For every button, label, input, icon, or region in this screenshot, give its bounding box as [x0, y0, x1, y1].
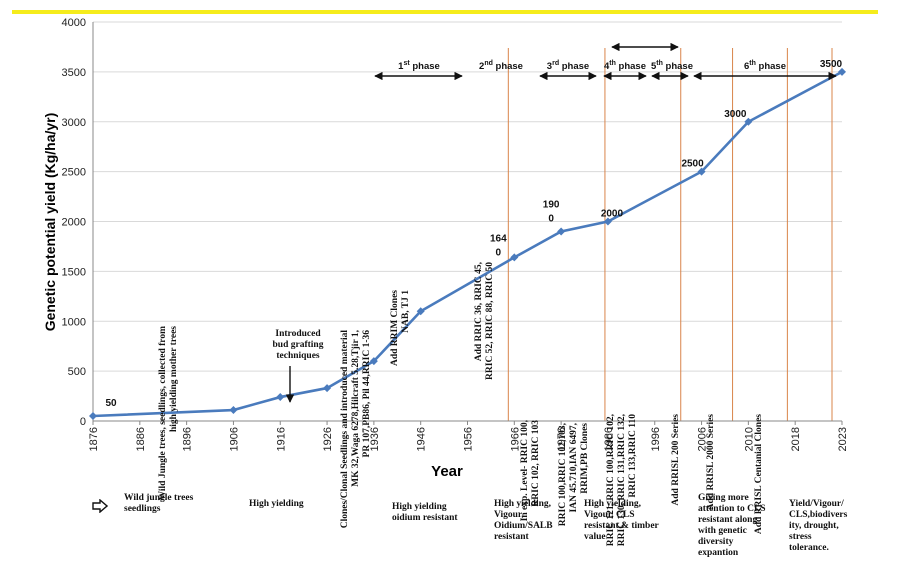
data-point-1926 — [323, 384, 332, 393]
annotation-clones-2: PR 107,PB86, Pil 44,RRIC 1-36 — [362, 330, 372, 458]
x-tick-2018: 2018 — [790, 427, 802, 451]
y-tick-2500: 2500 — [62, 167, 86, 179]
data-point-2010 — [744, 117, 753, 126]
data-label-1976: 190 0 — [543, 199, 560, 224]
phase-label-6: 6th phase — [744, 60, 786, 72]
y-tick-4000: 4000 — [62, 17, 86, 29]
y-tick-0: 0 — [80, 416, 86, 428]
data-label-1876: 50 — [105, 398, 117, 409]
phase-label-2: 2nd phase — [479, 60, 523, 72]
phase-divider-lines — [507, 48, 833, 421]
bottom-note-6: Giving more attention to CLS resistant alo… — [698, 493, 766, 558]
annotation-rrim-0: Add RRIM Clones — [390, 290, 400, 366]
annotation-wild-1: high yielding mother trees — [169, 326, 179, 432]
x-tick-2023: 2023 — [837, 427, 849, 451]
x-tick-1986: 1986 — [603, 427, 615, 451]
annotation-budgraft-1: bud grafting — [273, 340, 324, 350]
x-tick-1946: 1946 — [416, 427, 428, 451]
y-axis-title: Genetic potential yield (Kg/ha/yr) — [42, 113, 58, 332]
annotation-rrisl2000-0: Add RRISL 2000 Series — [706, 414, 716, 511]
y-tick-1000: 1000 — [62, 316, 86, 328]
x-tick-1996: 1996 — [650, 427, 662, 451]
bottom-note-3: High yielding oidium resistant — [392, 502, 458, 523]
x-tick-1886: 1886 — [135, 427, 147, 451]
top-highlight-line — [12, 10, 878, 14]
data-point-1916 — [276, 393, 285, 402]
annotation-rric36-1: RRIC 52, RRIC 88, RRIC 50 — [485, 262, 495, 380]
annotation-centanial-0: Add RRISL Centanial Clones — [754, 414, 764, 534]
gridlines — [93, 21, 842, 372]
data-point-2023 — [838, 67, 846, 76]
y-tick-3500: 3500 — [62, 67, 86, 79]
bottom-note-1: Wild jungle trees seedlings — [124, 493, 194, 514]
y-tick-labels: 0 500 1000 1500 2000 2500 3000 3500 4000 — [62, 17, 86, 428]
series-polyline — [92, 70, 843, 418]
x-tick-1876: 1876 — [88, 427, 100, 451]
x-tick-1896: 1896 — [182, 427, 194, 451]
annotation-inexp-1: RRIC 102, RRIC 103 — [531, 420, 541, 507]
x-tick-1956: 1956 — [463, 427, 475, 451]
y-tick-500: 500 — [68, 366, 86, 378]
data-label-1966: 164 0 — [490, 233, 507, 258]
annotation-wild-0: Wild Jungle trees, seedlings, collected … — [158, 326, 168, 501]
annotation-clones-1: MK 32,Waga 6278,Hilcraft 5.28,Tjir 1, — [351, 329, 361, 486]
annotation-rric100-0: RRIC 100,RRIC 102,103, — [558, 422, 568, 526]
annotation-rric100-2: RRIM,PB Clones — [580, 423, 590, 494]
annotation-budgraft-0: Introduced — [275, 329, 321, 339]
data-point-1876 — [89, 412, 97, 421]
data-point-2006 — [697, 167, 706, 176]
series-line — [89, 67, 846, 421]
x-tick-1906: 1906 — [228, 427, 240, 451]
annotation-clones-0: Clones/Clonal Seedlings and introduced m… — [340, 330, 350, 529]
annotation-inexp-0: In exp. Level- RRIC 100, — [520, 419, 530, 521]
data-point-1936 — [369, 357, 378, 366]
x-tick-1966: 1966 — [509, 427, 521, 451]
axes — [92, 22, 843, 425]
x-tick-2006: 2006 — [697, 427, 709, 451]
data-labels: 50 164 0 190 0 2000 2500 3000 3500 — [105, 59, 842, 409]
x-tick-1976: 1976 — [556, 427, 568, 451]
data-point-1976 — [557, 227, 566, 236]
data-label-2010: 3000 — [724, 109, 747, 120]
annotation-rrisl200-0: Add RRISL 200 Series — [671, 414, 681, 506]
annotation-rric121-2: RRIC 133,RRIC 110 — [628, 414, 638, 498]
data-label-2006: 2500 — [681, 159, 704, 170]
data-label-1986: 2000 — [601, 209, 624, 220]
x-tick-1916: 1916 — [275, 427, 287, 451]
data-point-1986 — [603, 217, 612, 226]
bottom-note-4: High yielding, Vigour, Oidium/SALB resistan… — [494, 499, 553, 542]
phase-arrows: 1st phase 2nd phase 3rd phase 4th phase 5th … — [374, 42, 837, 81]
x-tick-2010: 2010 — [743, 427, 755, 451]
x-tick-labels: 1876 1886 1896 1906 1916 1926 1936 1946 1956 1966… — [88, 427, 849, 451]
bottom-note-2: High yielding — [249, 499, 304, 509]
y-tick-1500: 1500 — [62, 266, 86, 278]
annotation-rrim-1: NAB, TJ 1 — [401, 290, 411, 333]
data-label-2023: 3500 — [820, 59, 843, 70]
right-arrow-outline-icon — [92, 499, 108, 513]
annotation-rric121-1: RRIC 130, RRIC 131,RRIC 132, — [617, 413, 627, 546]
bottom-note-7: Yield/Vigour/CLS,biodivers ity, drought, s… — [789, 499, 848, 553]
phase-label-5: 5th phase — [651, 60, 693, 72]
y-tick-2000: 2000 — [62, 217, 86, 229]
data-point-1946 — [416, 307, 425, 316]
data-point-1966 — [510, 253, 519, 262]
annotation-budgraft-2: techniques — [276, 351, 320, 361]
phase-label-3: 3rd phase — [547, 60, 589, 72]
data-point-1906 — [229, 406, 238, 415]
x-tick-1926: 1926 — [322, 427, 334, 451]
phase-label-4: 4th phase — [604, 60, 646, 72]
x-axis-title: Year — [431, 463, 463, 480]
x-tick-1936: 1936 — [369, 427, 381, 451]
annotation-rric36-0: Add RRIC 36, RRIC 45, — [474, 261, 484, 361]
y-tick-3000: 3000 — [62, 117, 86, 129]
annotation-rric121-0: RRIC 121, RRIC 100,RRIC 102, — [606, 413, 616, 546]
annotation-rric100-1: IAN 45.710,IAN 6497, — [569, 422, 579, 512]
phase-label-1: 1st phase — [398, 60, 440, 72]
bottom-note-5: High yielding, Vigour, CLS resistant & tim… — [584, 499, 659, 542]
